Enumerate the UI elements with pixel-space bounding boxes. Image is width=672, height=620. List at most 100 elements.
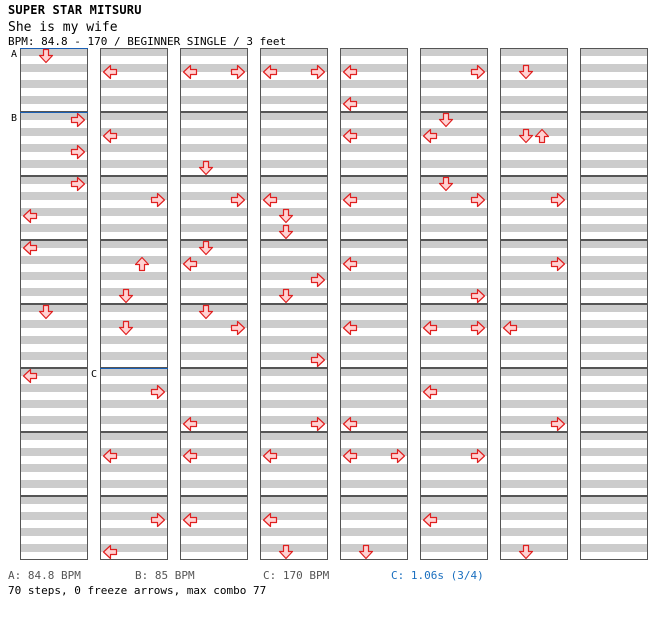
measure-border xyxy=(500,432,568,496)
beat-stripe xyxy=(340,208,408,216)
beat-stripe xyxy=(20,496,88,504)
beat-stripe xyxy=(580,256,648,264)
beat-stripe xyxy=(420,272,488,280)
beat-stripe xyxy=(420,400,488,408)
measure-border xyxy=(420,432,488,496)
measure-border xyxy=(20,368,88,432)
beat-stripe xyxy=(20,208,88,216)
beat-stripe xyxy=(340,464,408,472)
beat-stripe xyxy=(500,304,568,312)
step-arrow-left xyxy=(262,192,278,208)
beat-stripe xyxy=(500,528,568,536)
measure-border xyxy=(260,496,328,560)
beat-stripe xyxy=(420,240,488,248)
measure-border xyxy=(340,304,408,368)
beat-stripe xyxy=(180,192,248,200)
measure-border xyxy=(580,112,648,176)
step-arrow-left xyxy=(422,128,438,144)
beat-stripe xyxy=(100,384,168,392)
beat-stripe xyxy=(260,48,328,56)
beat-stripe xyxy=(20,432,88,440)
beat-stripe xyxy=(340,304,408,312)
step-arrow-right xyxy=(550,192,566,208)
measure-box xyxy=(180,48,248,112)
step-arrow-right xyxy=(310,416,326,432)
measure-box xyxy=(500,432,568,496)
beat-stripe xyxy=(100,64,168,72)
beat-stripe xyxy=(340,48,408,56)
measure-box xyxy=(580,368,648,432)
measure-border xyxy=(20,496,88,560)
measure-box xyxy=(500,368,568,432)
step-arrow-down xyxy=(278,224,294,240)
beat-stripe xyxy=(180,544,248,552)
beat-stripe xyxy=(260,160,328,168)
beat-stripe xyxy=(500,144,568,152)
measure-border xyxy=(260,432,328,496)
beat-stripe xyxy=(20,272,88,280)
step-arrow-right xyxy=(470,448,486,464)
beat-stripe xyxy=(340,64,408,72)
step-arrow-right xyxy=(470,320,486,336)
beat-stripe xyxy=(260,240,328,248)
beat-stripe xyxy=(420,96,488,104)
measure-box xyxy=(420,304,488,368)
beat-stripe xyxy=(420,432,488,440)
beat-stripe xyxy=(420,192,488,200)
bpm-change-label: B xyxy=(11,113,17,124)
beat-stripe xyxy=(260,80,328,88)
measure-border xyxy=(580,432,648,496)
measure-border xyxy=(260,112,328,176)
beat-stripe xyxy=(20,320,88,328)
beat-stripe xyxy=(180,432,248,440)
beat-stripe xyxy=(180,448,248,456)
measure-border xyxy=(100,112,168,176)
beat-stripe xyxy=(260,416,328,424)
beat-stripe xyxy=(340,336,408,344)
step-arrow-left xyxy=(342,320,358,336)
beat-stripe xyxy=(580,128,648,136)
step-arrow-left xyxy=(22,240,38,256)
beat-stripe xyxy=(500,448,568,456)
measure-box xyxy=(420,368,488,432)
beat-stripe xyxy=(100,176,168,184)
beat-stripe xyxy=(20,256,88,264)
beat-stripe xyxy=(500,224,568,232)
beat-stripe xyxy=(20,304,88,312)
beat-stripe xyxy=(500,208,568,216)
beat-stripe xyxy=(180,304,248,312)
beat-stripe xyxy=(420,464,488,472)
step-arrow-left xyxy=(102,448,118,464)
beat-stripe xyxy=(340,368,408,376)
beat-stripe xyxy=(580,224,648,232)
bpm-legend-c: C: 170 BPM xyxy=(263,569,330,582)
step-arrow-left xyxy=(102,64,118,80)
beat-stripe xyxy=(580,400,648,408)
beat-stripe xyxy=(580,80,648,88)
beat-stripe xyxy=(20,80,88,88)
beat-stripe xyxy=(340,80,408,88)
step-arrow-right xyxy=(310,64,326,80)
beat-stripe xyxy=(100,48,168,56)
beat-stripe xyxy=(100,128,168,136)
step-arrow-down xyxy=(518,544,534,560)
beat-stripe xyxy=(260,352,328,360)
beat-stripe xyxy=(180,96,248,104)
beat-stripe xyxy=(180,80,248,88)
measure-border xyxy=(340,48,408,112)
measure-box xyxy=(420,496,488,560)
measure-border xyxy=(340,112,408,176)
beat-stripe xyxy=(340,432,408,440)
step-arrow-left xyxy=(22,208,38,224)
measure-box xyxy=(340,240,408,304)
beat-stripe xyxy=(420,48,488,56)
measure-border xyxy=(500,304,568,368)
beat-stripe xyxy=(20,544,88,552)
step-arrow-right xyxy=(550,416,566,432)
beat-stripe xyxy=(580,96,648,104)
beat-stripe xyxy=(340,480,408,488)
measure-box xyxy=(20,304,88,368)
beat-stripe xyxy=(20,128,88,136)
step-arrow-right xyxy=(70,144,86,160)
beat-stripe xyxy=(100,208,168,216)
